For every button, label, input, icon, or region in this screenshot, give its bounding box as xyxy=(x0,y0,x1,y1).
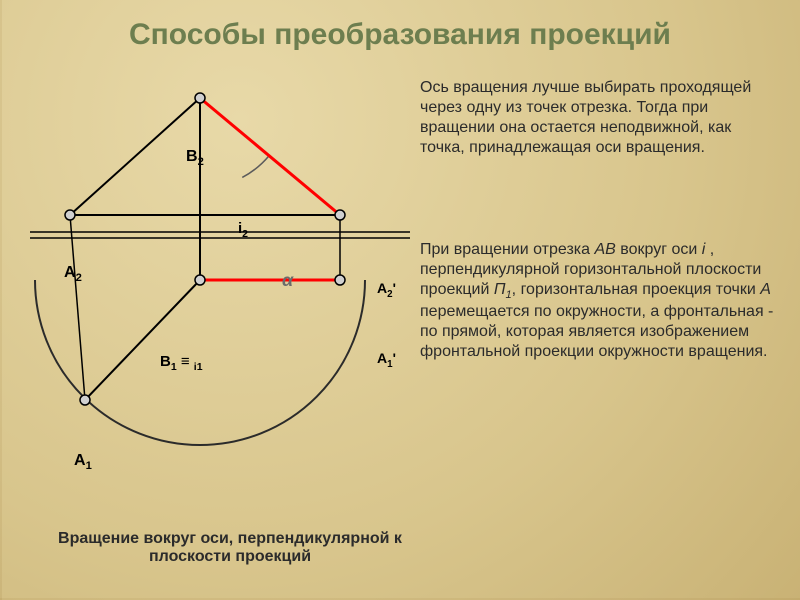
alpha-arc xyxy=(242,156,269,178)
label-i2: i2 xyxy=(238,220,248,240)
label-A1p: A1' xyxy=(377,350,396,370)
label-A2: A2 xyxy=(64,264,82,284)
diagram-caption: Вращение вокруг оси, перпендикулярной к … xyxy=(50,530,410,566)
label-alpha: α xyxy=(282,270,293,291)
paragraph-1: Ось вращения лучше выбирать проходящей ч… xyxy=(420,78,780,158)
label-B1i1: B1 ≡ i1 xyxy=(160,353,203,373)
diagram: B2 i2 A2 α A2' B1 ≡ i1 A1' A1 xyxy=(30,80,410,520)
line-B1-A1 xyxy=(85,280,200,400)
link-A2-A1 xyxy=(70,215,85,400)
paragraph-2: При вращении отрезка AB вокруг оси i , п… xyxy=(420,240,780,362)
point-A2p xyxy=(335,210,345,220)
slide-title: Способы преобразования проекций xyxy=(0,18,800,52)
label-A2p: A2' xyxy=(377,280,396,300)
label-B2: B2 xyxy=(186,148,204,168)
point-A1 xyxy=(80,395,90,405)
point-B1 xyxy=(195,275,205,285)
slide-root: Способы преобразования проекций Ось вращ… xyxy=(0,0,800,600)
point-A2 xyxy=(65,210,75,220)
point-A1p xyxy=(335,275,345,285)
line-B2-A2 xyxy=(70,98,200,215)
label-A1: A1 xyxy=(74,452,92,472)
line-B2-A2p xyxy=(200,98,340,215)
point-B2 xyxy=(195,93,205,103)
